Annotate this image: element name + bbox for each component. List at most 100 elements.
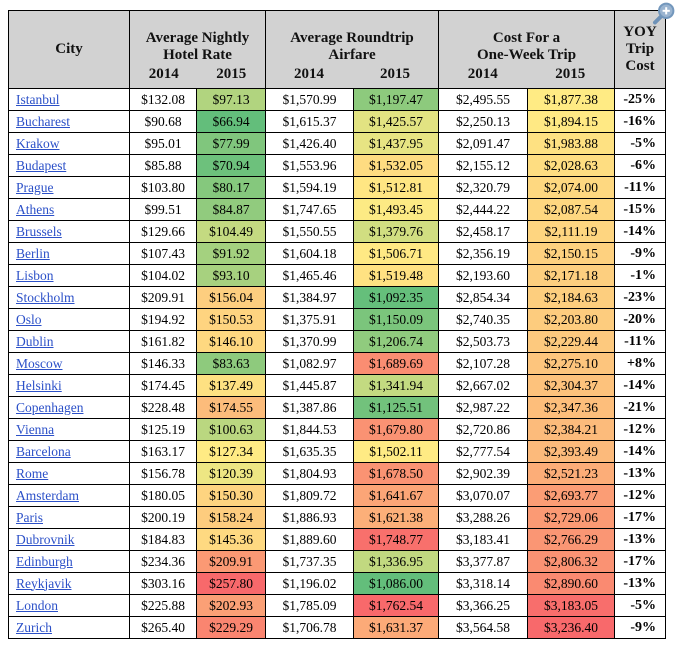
trip-2014-cell: $2,091.47 <box>438 132 529 155</box>
city-link[interactable]: Brussels <box>16 223 62 239</box>
table-row: Brussels $129.66 $104.49 $1,550.55 $1,37… <box>8 220 667 243</box>
airfare-2015-cell: $1,679.80 <box>353 418 440 441</box>
hotel-2015-cell: $83.63 <box>195 352 267 375</box>
city-cell: Brussels <box>8 220 130 243</box>
hotel-2014-cell: $234.36 <box>129 550 197 573</box>
city-link[interactable]: Edinburgh <box>16 553 73 569</box>
airfare-2014-cell: $1,889.60 <box>265 528 355 551</box>
airfare-2015-cell: $1,379.76 <box>353 220 440 243</box>
city-link[interactable]: Prague <box>16 179 54 195</box>
city-link[interactable]: London <box>16 597 58 613</box>
airfare-2014-cell: $1,570.99 <box>265 88 355 111</box>
city-link[interactable]: Helsinki <box>16 377 62 393</box>
city-link[interactable]: Copenhagen <box>16 399 84 415</box>
airfare-2014-cell: $1,375.91 <box>265 308 355 331</box>
airfare-2015-cell: $1,341.94 <box>353 374 440 397</box>
yoy-cell: -17% <box>614 550 667 573</box>
airfare-group-title-line2: Airfare <box>328 47 376 63</box>
hotel-2014-cell: $125.19 <box>129 418 197 441</box>
hotel-2015-cell: $127.34 <box>195 440 267 463</box>
trip-2014-cell: $2,720.86 <box>438 418 529 441</box>
city-link[interactable]: Lisbon <box>16 267 54 283</box>
city-cell: Berlin <box>8 242 130 265</box>
city-link[interactable]: Oslo <box>16 311 42 327</box>
yoy-cell: -20% <box>614 308 667 331</box>
airfare-2015-cell: $1,502.11 <box>353 440 440 463</box>
table-row: Moscow $146.33 $83.63 $1,082.97 $1,689.6… <box>8 352 667 375</box>
trip-year-2014-label: 2014 <box>467 65 498 82</box>
city-cell: Helsinki <box>8 374 130 397</box>
airfare-2015-cell: $1,336.95 <box>353 550 440 573</box>
airfare-2014-cell: $1,785.09 <box>265 594 355 617</box>
yoy-cell: -9% <box>614 242 667 265</box>
hotel-group-title-line2: Hotel Rate <box>163 47 232 63</box>
city-link[interactable]: Istanbul <box>16 91 60 107</box>
city-link[interactable]: Berlin <box>16 245 50 261</box>
airfare-2015-cell: $1,493.45 <box>353 198 440 221</box>
airfare-2015-cell: $1,748.77 <box>353 528 440 551</box>
hotel-2015-cell: $150.53 <box>195 308 267 331</box>
airfare-2014-cell: $1,465.46 <box>265 264 355 287</box>
airfare-2015-cell: $1,512.81 <box>353 176 440 199</box>
city-link[interactable]: Krakow <box>16 135 60 151</box>
city-link[interactable]: Zurich <box>16 619 52 635</box>
city-link[interactable]: Paris <box>16 509 43 525</box>
airfare-group-title-line1: Average Roundtrip <box>290 30 414 47</box>
trip-2014-cell: $3,564.58 <box>438 616 529 639</box>
hotel-2014-cell: $200.19 <box>129 506 197 529</box>
column-header-yoy-trip-cost: YOY Trip Cost <box>614 10 667 89</box>
yoy-cell: -13% <box>614 462 667 485</box>
city-link[interactable]: Vienna <box>16 421 55 437</box>
hotel-2014-cell: $303.16 <box>129 572 197 595</box>
yoy-cell: -6% <box>614 154 667 177</box>
city-link[interactable]: Dublin <box>16 333 54 349</box>
hotel-2014-cell: $228.48 <box>129 396 197 419</box>
hotel-2014-cell: $161.82 <box>129 330 197 353</box>
table-row: Amsterdam $180.05 $150.30 $1,809.72 $1,6… <box>8 484 667 507</box>
city-link[interactable]: Rome <box>16 465 49 481</box>
hotel-2015-cell: $70.94 <box>195 154 267 177</box>
hotel-2014-cell: $104.02 <box>129 264 197 287</box>
zoom-in-magnifier-icon[interactable] <box>651 1 676 26</box>
table-row: Krakow $95.01 $77.99 $1,426.40 $1,437.95… <box>8 132 667 155</box>
city-cell: Krakow <box>8 132 130 155</box>
city-link[interactable]: Barcelona <box>16 443 71 459</box>
yoy-cell: -1% <box>614 264 667 287</box>
hotel-2015-cell: $257.80 <box>195 572 267 595</box>
airfare-2014-cell: $1,615.37 <box>265 110 355 133</box>
city-link[interactable]: Amsterdam <box>16 487 79 503</box>
table-row: Barcelona $163.17 $127.34 $1,635.35 $1,5… <box>8 440 667 463</box>
hotel-2015-cell: $150.30 <box>195 484 267 507</box>
airfare-2014-cell: $1,747.65 <box>265 198 355 221</box>
yoy-cell: +8% <box>614 352 667 375</box>
trip-2014-cell: $2,777.54 <box>438 440 529 463</box>
airfare-2014-cell: $1,844.53 <box>265 418 355 441</box>
trip-2015-cell: $2,384.21 <box>527 418 616 441</box>
city-cell: Stockholm <box>8 286 130 309</box>
airfare-2015-cell: $1,506.71 <box>353 242 440 265</box>
city-link[interactable]: Stockholm <box>16 289 75 305</box>
table-row: Vienna $125.19 $100.63 $1,844.53 $1,679.… <box>8 418 667 441</box>
trip-group-title-line1: Cost For a <box>492 30 561 47</box>
trip-2015-cell: $2,347.36 <box>527 396 616 419</box>
city-link[interactable]: Athens <box>16 201 55 217</box>
trip-2014-cell: $3,288.26 <box>438 506 529 529</box>
trip-2015-cell: $2,184.63 <box>527 286 616 309</box>
city-link[interactable]: Budapest <box>16 157 67 173</box>
city-link[interactable]: Reykjavik <box>16 575 72 591</box>
trip-2015-cell: $2,150.15 <box>527 242 616 265</box>
trip-2015-cell: $2,766.29 <box>527 528 616 551</box>
airfare-2014-cell: $1,387.86 <box>265 396 355 419</box>
hotel-2014-cell: $107.43 <box>129 242 197 265</box>
city-link[interactable]: Moscow <box>16 355 63 371</box>
trip-2014-cell: $3,377.87 <box>438 550 529 573</box>
table-row: Prague $103.80 $80.17 $1,594.19 $1,512.8… <box>8 176 667 199</box>
city-link[interactable]: Dubrovnik <box>16 531 75 547</box>
airfare-2015-cell: $1,631.37 <box>353 616 440 639</box>
city-link[interactable]: Bucharest <box>16 113 70 129</box>
airfare-2015-cell: $1,689.69 <box>353 352 440 375</box>
table-row: Athens $99.51 $84.87 $1,747.65 $1,493.45… <box>8 198 667 221</box>
trip-2014-cell: $2,987.22 <box>438 396 529 419</box>
hotel-2015-cell: $202.93 <box>195 594 267 617</box>
yoy-header-line1: YOY <box>623 24 657 41</box>
